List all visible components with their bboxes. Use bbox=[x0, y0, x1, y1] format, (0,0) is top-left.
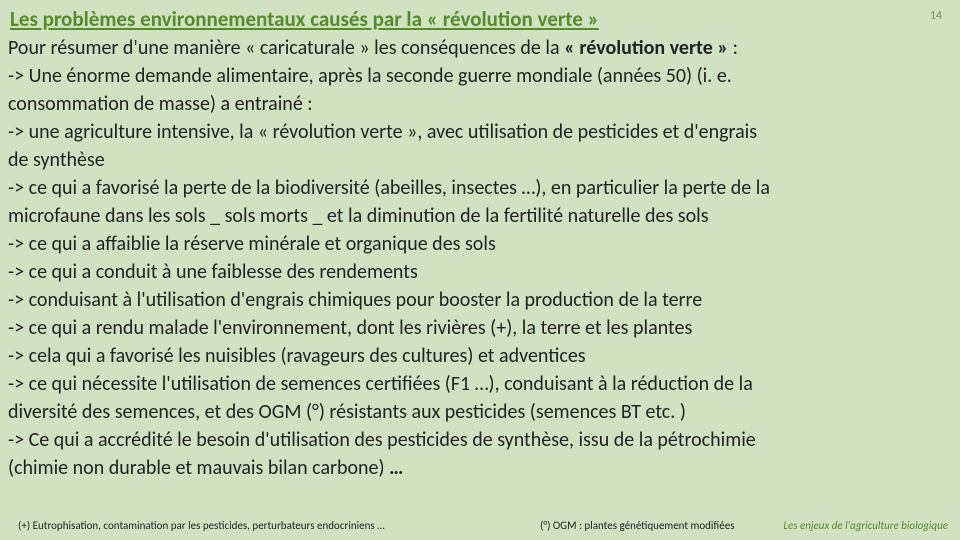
slide-container: Les problèmes environnementaux causés pa… bbox=[0, 0, 960, 540]
body-line: -> Une énorme demande alimentaire, après… bbox=[8, 62, 950, 90]
slide-title: Les problèmes environnementaux causés pa… bbox=[10, 6, 599, 32]
body-line: consommation de masse) a entrainé : bbox=[8, 90, 950, 118]
body-line: -> conduisant à l'utilisation d'engrais … bbox=[8, 286, 950, 314]
body-line: -> une agriculture intensive, la « révol… bbox=[8, 118, 950, 146]
body-line: -> ce qui a affaiblie la réserve minéral… bbox=[8, 230, 950, 258]
body-line: -> ce qui a rendu malade l'environnement… bbox=[8, 314, 950, 342]
body-line: -> ce qui nécessite l'utilisation de sem… bbox=[8, 370, 950, 398]
body-line: diversité des semences, et des OGM (°) r… bbox=[8, 398, 950, 426]
body-line: (chimie non durable et mauvais bilan car… bbox=[8, 454, 950, 482]
body-text: Pour résumer d'une manière « caricatural… bbox=[8, 34, 950, 482]
footnote-left: (+) Eutrophisation, contamination par le… bbox=[18, 519, 385, 532]
footnotes: (+) Eutrophisation, contamination par le… bbox=[0, 516, 960, 532]
footnote-right: Les enjeux de l'agriculture biologique bbox=[783, 519, 948, 532]
body-line: -> cela qui a favorisé les nuisibles (ra… bbox=[8, 342, 950, 370]
body-line: -> Ce qui a accrédité le besoin d'utilis… bbox=[8, 426, 950, 454]
body-line: de synthèse bbox=[8, 146, 950, 174]
page-number: 14 bbox=[930, 9, 942, 23]
footnote-center: (°) OGM : plantes génétiquement modifiée… bbox=[540, 519, 735, 532]
body-line: Pour résumer d'une manière « caricatural… bbox=[8, 34, 950, 62]
body-line: -> ce qui a favorisé la perte de la biod… bbox=[8, 174, 950, 202]
body-line: microfaune dans les sols _ sols morts _ … bbox=[8, 202, 950, 230]
body-line: -> ce qui a conduit à une faiblesse des … bbox=[8, 258, 950, 286]
